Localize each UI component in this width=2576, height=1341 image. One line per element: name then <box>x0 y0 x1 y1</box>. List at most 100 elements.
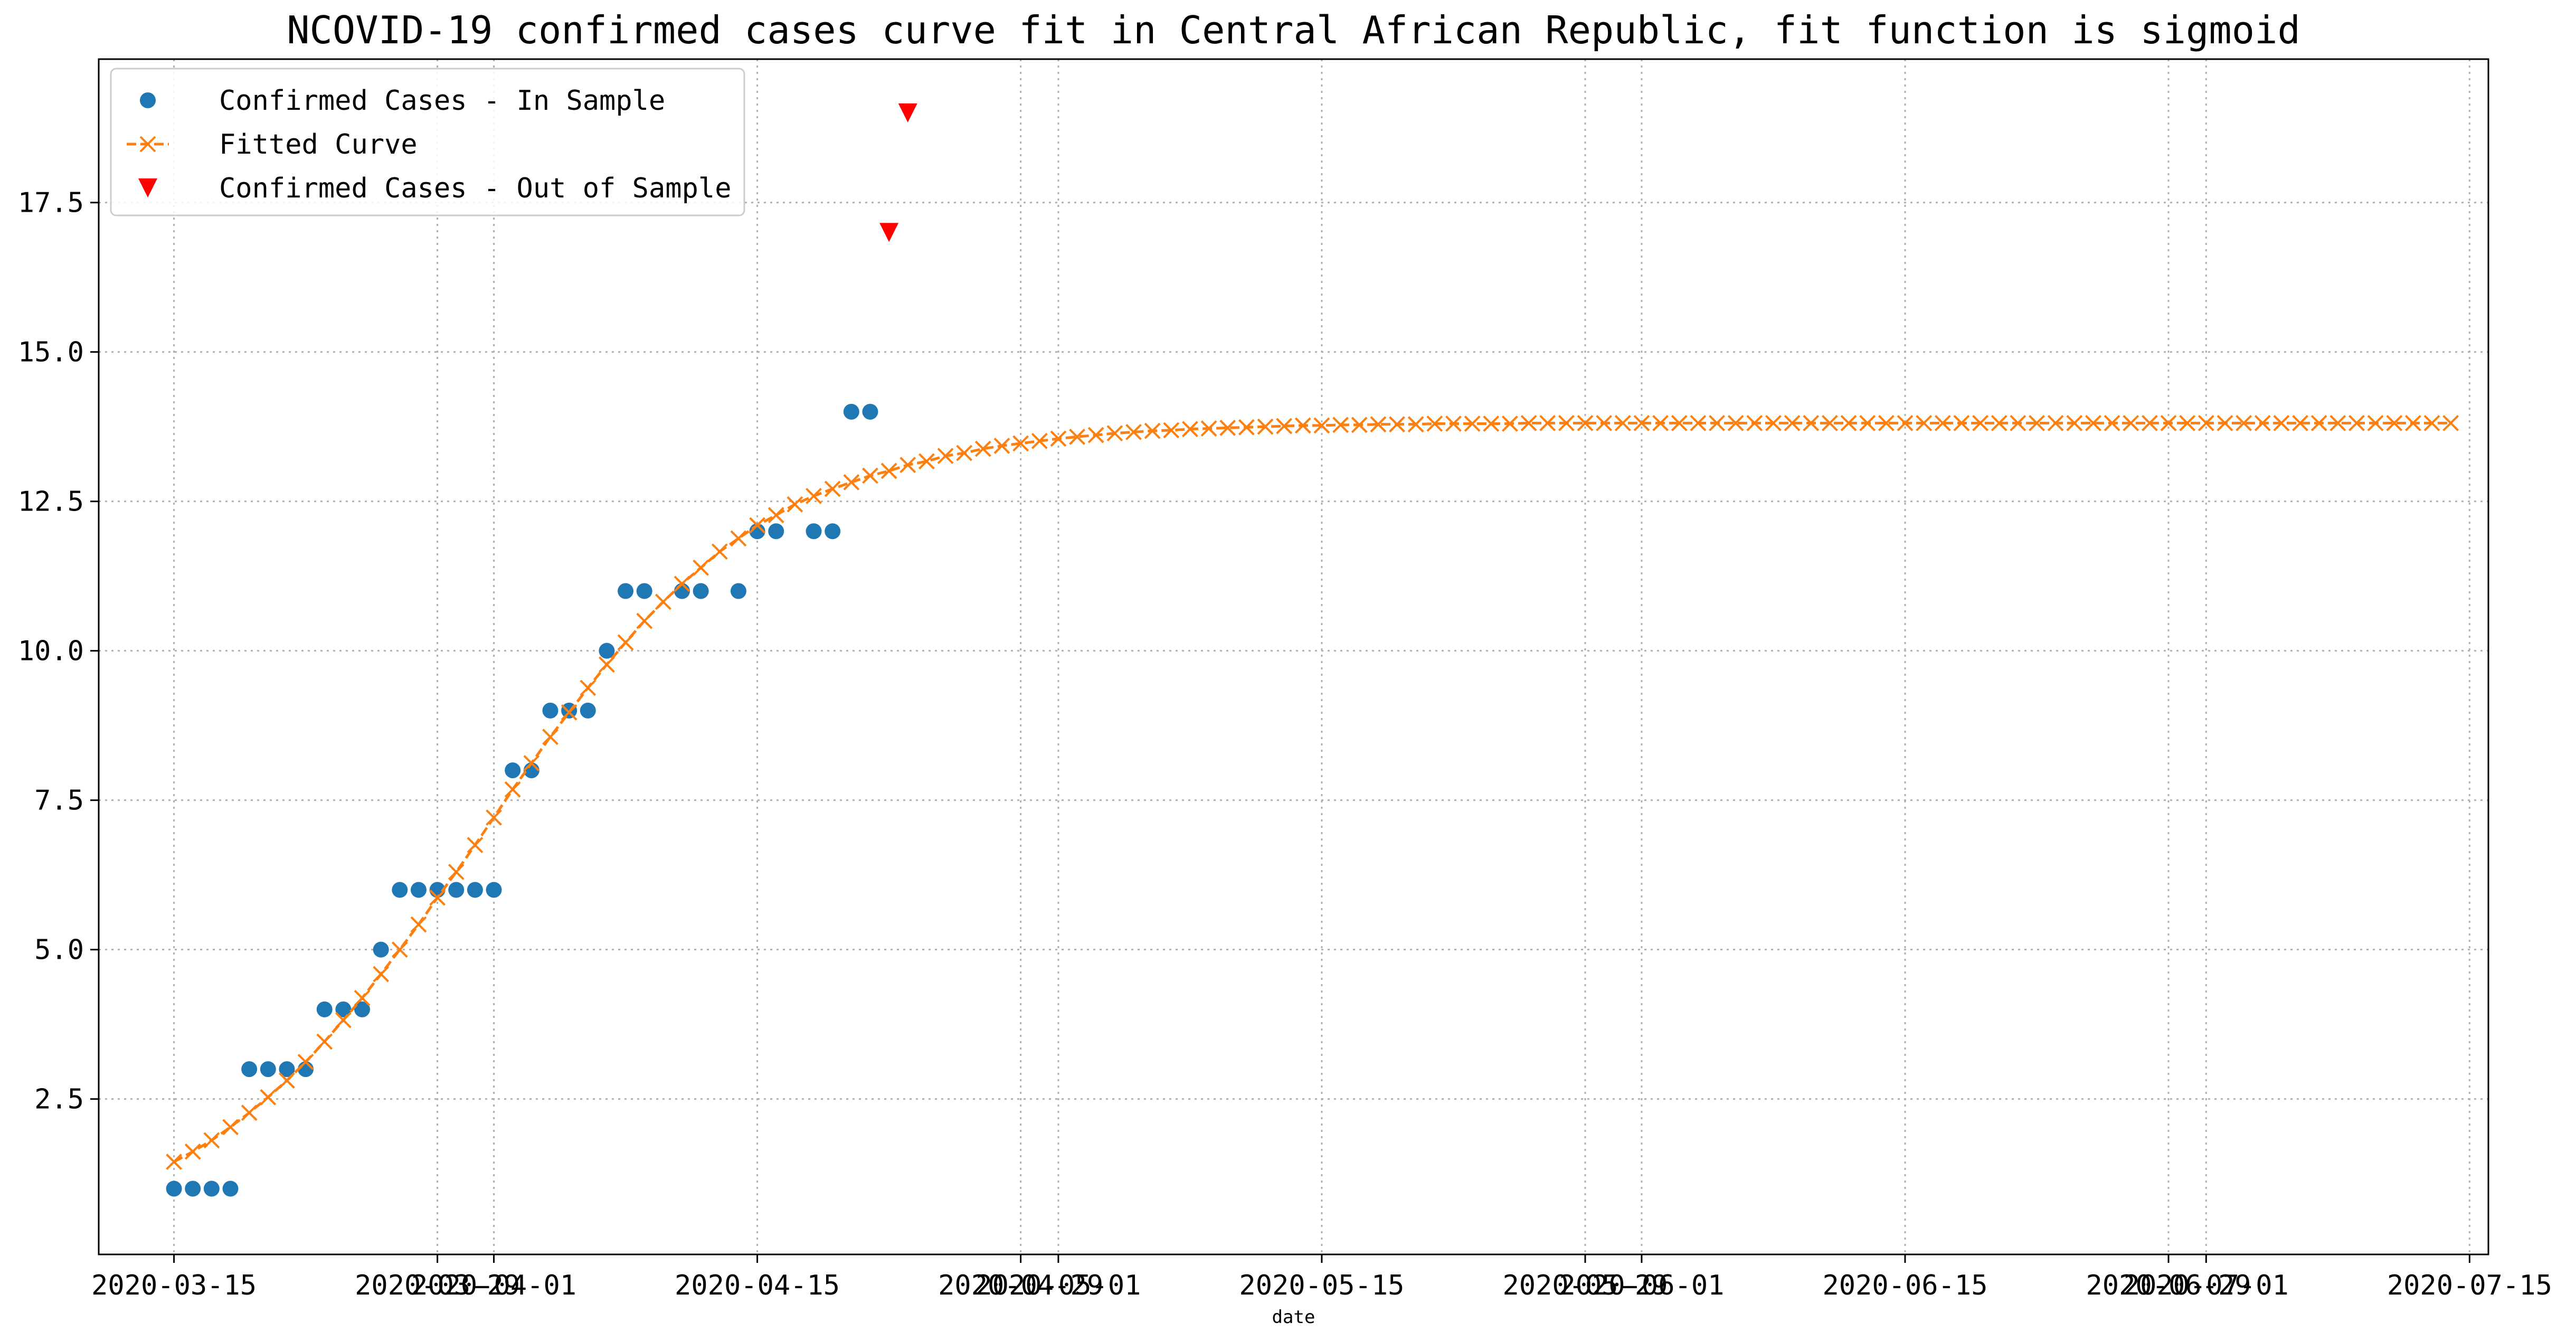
x-marker-stroke <box>1840 414 1857 431</box>
x-marker-stroke <box>2217 414 2233 431</box>
x-marker-stroke <box>1257 418 1274 435</box>
x-marker-stroke <box>1238 419 1255 436</box>
x-marker-stroke <box>1953 414 1970 431</box>
x-marker-stroke <box>1370 416 1387 433</box>
x-marker-stroke <box>1502 415 1518 432</box>
fitted-curve-point <box>2179 414 2196 431</box>
fitted-curve-point <box>1125 423 1142 440</box>
x-tick-label: 2020-06-01 <box>1559 1270 1724 1301</box>
x-marker-stroke <box>1558 414 1575 431</box>
fitted-curve-point <box>373 966 390 983</box>
x-marker-stroke <box>636 612 653 629</box>
fitted-curve-point <box>1539 414 1556 431</box>
x-marker-stroke <box>617 634 634 651</box>
x-marker-stroke <box>2198 414 2214 431</box>
fitted-curve-point <box>354 989 371 1006</box>
fitted-curve-point <box>974 440 991 457</box>
fitted-curve-point <box>1953 414 1970 431</box>
fitted-curve-point <box>655 593 671 610</box>
fitted-curve-point <box>1502 415 1518 432</box>
x-marker-stroke <box>1614 414 1631 431</box>
fitted-curve-point <box>599 656 615 673</box>
fitted-curve-point <box>806 488 822 504</box>
x-marker-stroke <box>674 575 690 592</box>
x-marker-stroke <box>241 1104 258 1121</box>
x-marker-stroke <box>655 593 671 610</box>
fitted-curve-point <box>1332 417 1349 433</box>
fitted-curve-point <box>956 445 973 461</box>
x-marker-stroke <box>787 496 803 513</box>
x-tick-label: 2020-06-15 <box>1822 1270 1987 1301</box>
x-marker-stroke <box>1426 415 1443 432</box>
x-marker-stroke <box>429 889 446 906</box>
x-marker-stroke <box>1313 417 1330 434</box>
fitted-curve-point <box>1821 414 1838 431</box>
fitted-curve-point <box>1558 414 1575 431</box>
x-marker-stroke <box>1520 414 1537 431</box>
fitted-curve-point <box>1219 420 1236 436</box>
x-marker-stroke <box>1012 435 1029 452</box>
x-marker-stroke <box>2236 414 2252 431</box>
fitted-curve-point <box>1483 415 1500 432</box>
x-marker-stroke <box>297 1054 314 1070</box>
y-tick-label: 12.5 <box>18 486 84 518</box>
x-marker-stroke <box>806 488 822 504</box>
fitted-curve-point <box>504 781 521 798</box>
in-sample-point <box>599 643 615 659</box>
fitted-curve-point <box>730 530 747 547</box>
fitted-curve-point <box>1991 414 2007 431</box>
fitted-curve-point <box>2405 414 2421 431</box>
x-marker-stroke <box>1859 414 1876 431</box>
fitted-curve-point <box>2010 414 2026 431</box>
fitted-curve-point <box>1709 414 1725 431</box>
in-sample-point <box>392 882 408 898</box>
x-marker-stroke <box>1991 414 2007 431</box>
fitted-curve-point <box>486 809 502 826</box>
x-marker-stroke <box>373 966 390 983</box>
x-marker-stroke <box>222 1119 239 1136</box>
x-marker-stroke <box>918 453 935 470</box>
fitted-curve-point <box>1426 415 1443 432</box>
fitted-curve-point <box>2198 414 2214 431</box>
fitted-curve-point <box>279 1072 295 1089</box>
legend-box <box>110 68 745 216</box>
x-marker-stroke <box>1709 414 1725 431</box>
x-marker-stroke <box>1577 414 1594 431</box>
in-sample-point <box>448 882 465 898</box>
fitted-curve-point <box>918 453 935 470</box>
fitted-curve-point <box>1370 416 1387 433</box>
x-marker-stroke <box>1464 415 1481 432</box>
fitted-curve-point <box>1859 414 1876 431</box>
in-sample-point <box>354 1001 371 1017</box>
x-marker-stroke <box>2329 414 2346 431</box>
x-marker-stroke <box>1351 417 1368 433</box>
fitted-curve-point <box>993 437 1010 454</box>
fitted-curve-point <box>2085 414 2101 431</box>
x-marker-stroke <box>1125 423 1142 440</box>
x-tick-label: 2020-07-01 <box>2124 1270 2289 1301</box>
x-marker-stroke <box>203 1132 220 1149</box>
x-marker-stroke <box>824 480 841 497</box>
in-sample-point <box>862 403 878 420</box>
x-marker-stroke <box>993 437 1010 454</box>
fitted-curve-point <box>260 1089 277 1106</box>
fitted-curve-point <box>1257 418 1274 435</box>
x-marker-stroke <box>2010 414 2026 431</box>
fitted-curve-point <box>1445 415 1462 432</box>
fitted-curve-point <box>1934 414 1951 431</box>
fitted-curve-point <box>1069 429 1085 445</box>
in-sample-point <box>843 403 859 420</box>
fitted-curve-point <box>2329 414 2346 431</box>
fitted-curve-point <box>1050 430 1067 447</box>
fitted-curve-point <box>1577 414 1594 431</box>
fitted-curve-point <box>1389 416 1405 433</box>
fitted-curve-point <box>2236 414 2252 431</box>
x-marker-stroke <box>693 559 709 576</box>
in-sample-point <box>166 1181 182 1197</box>
fitted-curve-point <box>316 1033 333 1050</box>
legend-circle-swatch <box>140 92 156 108</box>
x-marker-stroke <box>2047 414 2064 431</box>
x-tick-label: 2020-04-01 <box>411 1270 576 1301</box>
fitted-curve-point <box>1614 414 1631 431</box>
x-marker-stroke <box>467 837 484 853</box>
